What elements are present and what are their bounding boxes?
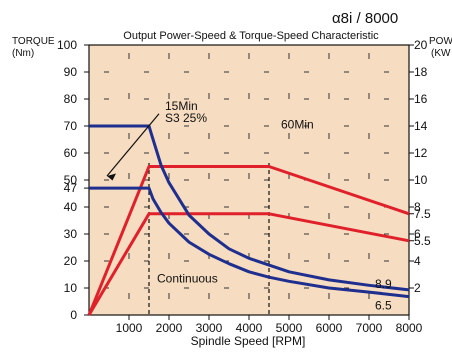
x-tick-label-1: 2000 xyxy=(156,321,183,335)
y-left-tick-label-9: 80 xyxy=(64,92,78,106)
y-right-tick-label-0: 2 xyxy=(414,281,421,295)
y-right-tick-label-10: 7.5 xyxy=(414,207,431,221)
y-right-tick-label-3: 8 xyxy=(414,200,421,214)
y-right-tick-label-6: 14 xyxy=(414,119,428,133)
y-right-tick-label-1: 4 xyxy=(414,254,421,268)
y-left-tick-label-11: 100 xyxy=(57,38,77,52)
torque-series-line-1 xyxy=(89,186,410,299)
y-left-tick-label-3: 30 xyxy=(64,227,78,241)
y-left-tick-label-6: 50 xyxy=(64,173,78,187)
y-left-tick-label-10: 90 xyxy=(64,65,78,79)
plot-background xyxy=(89,45,409,315)
y-left-tick-label-7: 60 xyxy=(64,146,78,160)
y-right-tick-label-5: 12 xyxy=(414,146,428,160)
annotation-arrow-head xyxy=(107,173,116,181)
annotation-4: 8.9 xyxy=(375,277,392,291)
y-left-tick-label-0: 0 xyxy=(70,308,77,322)
model-label: α8i / 8000 xyxy=(332,10,398,27)
y-left-tick-label-2: 20 xyxy=(64,254,78,268)
torque-series-line-0 xyxy=(89,124,410,292)
y-left-axis-unit: (Nm) xyxy=(12,48,34,59)
y-right-tick-label-2: 6 xyxy=(414,227,421,241)
annotation-0: 15Min xyxy=(165,99,198,113)
power-series-line-1 xyxy=(87,212,410,316)
x-axis-title: Spindle Speed [RPM] xyxy=(191,334,306,348)
y-right-tick-label-7: 16 xyxy=(414,92,428,106)
annotation-1: S3 25% xyxy=(165,111,207,125)
y-right-axis-title: POW xyxy=(429,36,452,47)
annotation-arrow-line xyxy=(106,113,160,177)
x-tick-label-3: 4000 xyxy=(236,321,263,335)
annotation-3: Continuous xyxy=(157,272,218,286)
y-left-tick-label-8: 70 xyxy=(64,119,78,133)
annotation-5: 6.5 xyxy=(375,299,392,313)
y-right-tick-label-4: 10 xyxy=(414,173,428,187)
y-left-axis-title: TORQUE xyxy=(12,36,55,47)
y-left-tick-label-1: 10 xyxy=(64,281,78,295)
chart-title: Output Power-Speed & Torque-Speed Charac… xyxy=(123,30,379,42)
power-series-line-0 xyxy=(87,165,410,316)
y-right-tick-label-9: 20 xyxy=(414,38,428,52)
x-tick-label-2: 3000 xyxy=(196,321,223,335)
y-left-tick-label-4: 40 xyxy=(64,200,78,214)
annotation-2: 60Min xyxy=(281,118,314,132)
x-tick-label-4: 5000 xyxy=(276,321,303,335)
y-left-tick-label-5: 47 xyxy=(64,181,78,195)
x-tick-label-5: 6000 xyxy=(316,321,343,335)
y-right-tick-label-11: 5.5 xyxy=(414,234,431,248)
y-right-tick-label-8: 18 xyxy=(414,65,428,79)
x-tick-label-6: 7000 xyxy=(356,321,383,335)
x-tick-label-0: 1000 xyxy=(116,321,143,335)
y-right-axis-unit: (KW xyxy=(431,48,451,59)
x-tick-label-7: 8000 xyxy=(396,321,423,335)
